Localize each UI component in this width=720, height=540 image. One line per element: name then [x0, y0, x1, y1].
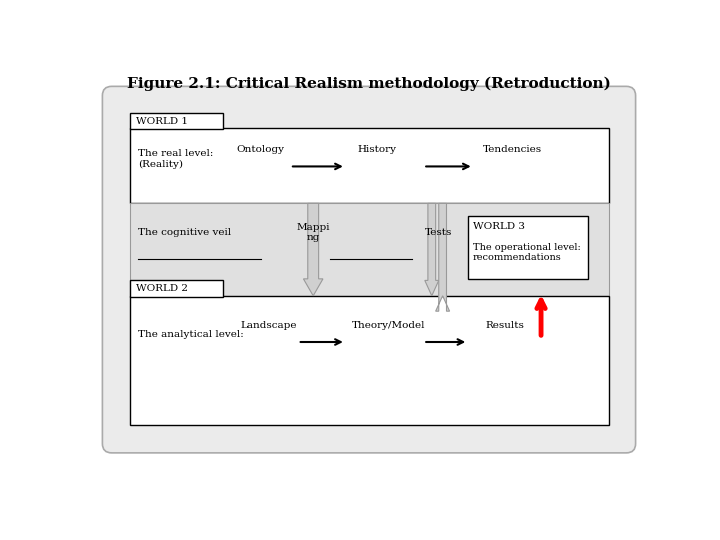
FancyBboxPatch shape	[130, 296, 609, 425]
Text: WORLD 1: WORLD 1	[137, 117, 189, 125]
FancyBboxPatch shape	[130, 128, 609, 204]
Polygon shape	[436, 204, 449, 311]
FancyBboxPatch shape	[130, 112, 223, 130]
FancyBboxPatch shape	[130, 204, 609, 296]
Text: Mappi
ng: Mappi ng	[297, 223, 330, 242]
Text: Landscape: Landscape	[240, 321, 297, 329]
Text: The cognitive veil: The cognitive veil	[138, 228, 231, 237]
FancyBboxPatch shape	[130, 280, 223, 298]
FancyBboxPatch shape	[468, 215, 588, 279]
Text: The real level:
(Reality): The real level: (Reality)	[138, 149, 213, 168]
Text: Ontology: Ontology	[236, 145, 284, 154]
Text: History: History	[357, 145, 396, 154]
Polygon shape	[303, 204, 323, 296]
Text: WORLD 2: WORLD 2	[137, 285, 189, 293]
Text: Tendencies: Tendencies	[483, 145, 542, 154]
Text: The operational level:
recommendations: The operational level: recommendations	[473, 243, 580, 262]
Text: Results: Results	[485, 321, 524, 329]
Text: Theory/Model: Theory/Model	[351, 321, 425, 329]
Text: Tests: Tests	[425, 228, 452, 237]
Text: WORLD 3: WORLD 3	[473, 222, 525, 231]
Polygon shape	[425, 204, 438, 296]
FancyBboxPatch shape	[102, 86, 636, 453]
Text: Figure 2.1: Critical Realism methodology (Retroduction): Figure 2.1: Critical Realism methodology…	[127, 77, 611, 91]
Text: The analytical level:: The analytical level:	[138, 330, 244, 339]
